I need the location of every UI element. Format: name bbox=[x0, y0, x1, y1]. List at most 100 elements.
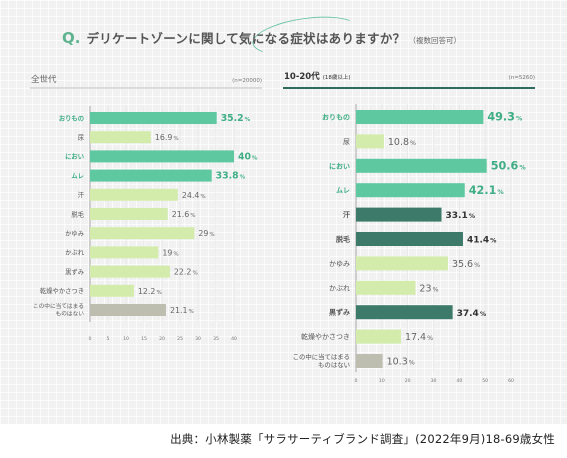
question-title: Q. デリケートゾーンに関して気になる症状はありますか？ （複数回答可） bbox=[62, 28, 461, 54]
right-bar bbox=[356, 329, 401, 344]
left-value-label: 19% bbox=[162, 248, 178, 257]
right-bar bbox=[356, 183, 465, 198]
left-value-unit: % bbox=[209, 232, 214, 238]
question-mark-label: Q. bbox=[62, 29, 81, 47]
left-category-label: かゆみ bbox=[65, 229, 84, 237]
right-value-label: 33.1% bbox=[446, 211, 476, 221]
left-category-label-line: この中に当てはまる bbox=[33, 302, 84, 310]
left-bar bbox=[90, 265, 170, 278]
right-category-label-line: この中に当てはまる bbox=[293, 352, 350, 361]
right-category-label: 汗 bbox=[343, 210, 350, 219]
right-value-unit: % bbox=[433, 286, 439, 293]
right-tick-label: 50 bbox=[482, 378, 488, 384]
right-category-label: おりもの bbox=[322, 113, 350, 122]
right-value-unit: % bbox=[519, 164, 526, 171]
left-bar bbox=[90, 227, 195, 240]
left-value-unit: % bbox=[252, 155, 258, 161]
right-bar bbox=[356, 232, 463, 246]
right-value-label: 17.4% bbox=[405, 332, 433, 343]
right-value-label: 50.6% bbox=[491, 159, 527, 172]
right-sample-size: (n=5260) bbox=[509, 75, 535, 81]
left-value-unit: % bbox=[173, 136, 178, 142]
question-text: デリケートゾーンに関して気になる症状はありますか？ bbox=[86, 31, 406, 46]
left-value-label: 21.1% bbox=[170, 306, 194, 315]
left-tick-label: 15 bbox=[141, 336, 147, 342]
right-value-label: 35.6% bbox=[452, 259, 480, 270]
right-category-label-line: ものはない bbox=[318, 361, 350, 369]
right-bar bbox=[356, 280, 416, 295]
right-category-label: 黒ずみ bbox=[329, 308, 350, 317]
left-category-label-line: ものはない bbox=[56, 310, 85, 317]
left-category-label: この中に当てはまるものはない bbox=[33, 302, 84, 317]
right-value-unit: % bbox=[480, 311, 487, 318]
left-value-label: 33.8% bbox=[216, 171, 246, 182]
left-bar bbox=[90, 150, 234, 163]
left-bar bbox=[90, 304, 166, 316]
left-bar bbox=[90, 169, 212, 182]
left-bar bbox=[90, 188, 178, 201]
left-value-unit: % bbox=[192, 271, 197, 277]
left-value-label: 35.2% bbox=[221, 113, 251, 124]
left-value-unit: % bbox=[156, 290, 161, 296]
right-value-unit: % bbox=[516, 116, 523, 123]
left-sample-size: (n=20000) bbox=[232, 78, 262, 84]
left-value-unit: % bbox=[200, 194, 205, 200]
right-bar bbox=[356, 305, 453, 320]
right-panel-title-note: (18歳以上) bbox=[323, 73, 351, 81]
right-value-label: 37.4% bbox=[457, 309, 487, 319]
right-tick-label: 40 bbox=[456, 378, 462, 384]
left-category-label: ムレ bbox=[71, 172, 84, 180]
left-value-unit: % bbox=[189, 309, 194, 315]
right-value-label: 49.3% bbox=[487, 111, 523, 124]
left-category-label: 汗 bbox=[78, 191, 85, 199]
right-value-label: 10.8% bbox=[388, 137, 416, 148]
right-category-label: この中に当てはまるものはない bbox=[293, 352, 350, 369]
left-value-label: 16.9% bbox=[155, 133, 179, 142]
left-value-unit: % bbox=[173, 251, 178, 257]
left-value-label: 12.2% bbox=[138, 287, 162, 296]
right-tick-label: 20 bbox=[405, 378, 411, 384]
right-value-unit: % bbox=[409, 360, 415, 367]
left-value-label: 22.2% bbox=[174, 268, 198, 277]
left-value-unit: % bbox=[190, 213, 195, 219]
right-bar bbox=[356, 207, 442, 222]
left-bar bbox=[90, 284, 134, 297]
right-category-label: ムレ bbox=[336, 187, 350, 195]
left-bar bbox=[90, 208, 168, 220]
left-value-unit: % bbox=[240, 175, 246, 181]
right-value-label: 10.3% bbox=[387, 357, 415, 368]
left-bar bbox=[90, 131, 151, 144]
left-tick-label: 0 bbox=[89, 336, 92, 342]
left-category-label: 乾燥やかさつき bbox=[40, 286, 84, 295]
right-value-unit: % bbox=[469, 213, 476, 220]
left-value-label: 24.4% bbox=[182, 191, 206, 200]
charts-svg: 全世代 (n=20000) おりもの 35.2% 尿 16.9% におい 40% ムレ 33.8%… bbox=[30, 71, 535, 384]
left-tick-label: 30 bbox=[195, 336, 201, 342]
left-category-label: 尿 bbox=[78, 133, 85, 141]
left-tick-label: 35 bbox=[213, 336, 219, 342]
question-note: （複数回答可） bbox=[408, 36, 461, 45]
right-category-label: 乾燥やかさつき bbox=[301, 332, 350, 341]
right-value-label: 41.4% bbox=[467, 236, 497, 246]
left-category-label: におい bbox=[65, 152, 84, 161]
right-bar bbox=[356, 256, 448, 271]
left-tick-label: 10 bbox=[123, 336, 129, 342]
right-category-label: におい bbox=[329, 161, 350, 170]
left-panel-title: 全世代 bbox=[31, 74, 57, 85]
right-tick-label: 0 bbox=[355, 378, 358, 384]
left-tick-label: 25 bbox=[177, 336, 183, 342]
right-bar bbox=[356, 110, 484, 124]
left-value-label: 21.6% bbox=[172, 210, 196, 219]
left-bar bbox=[90, 246, 159, 259]
left-tick-label: 40 bbox=[231, 336, 237, 342]
left-tick-label: 20 bbox=[159, 336, 165, 342]
right-value-unit: % bbox=[474, 262, 480, 269]
right-value-unit: % bbox=[497, 189, 504, 196]
left-category-label: 脱毛 bbox=[71, 209, 84, 218]
right-tick-label: 30 bbox=[431, 378, 437, 384]
left-category-label: かぶれ bbox=[65, 249, 85, 257]
right-bar bbox=[356, 354, 383, 368]
right-value-unit: % bbox=[410, 140, 416, 147]
right-category-label: 尿 bbox=[343, 138, 350, 146]
right-value-unit: % bbox=[427, 335, 433, 342]
